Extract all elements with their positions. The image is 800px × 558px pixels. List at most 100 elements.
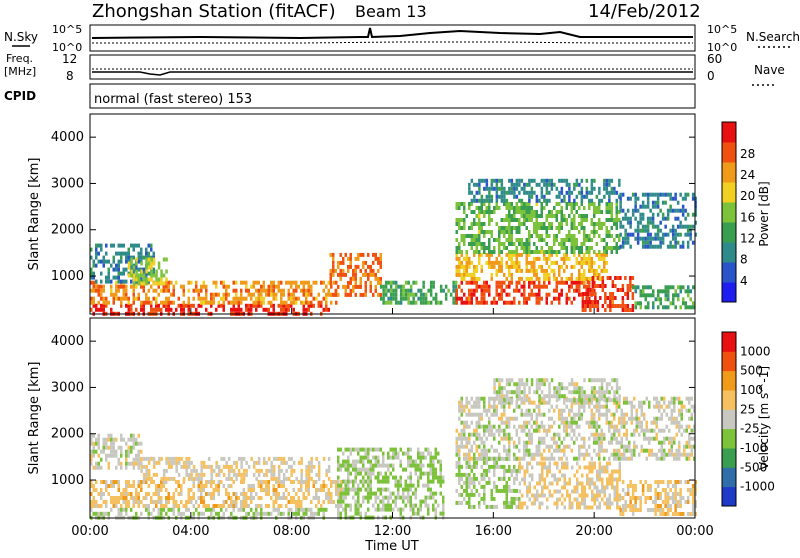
velocity-cell — [593, 433, 596, 437]
power-cell — [253, 301, 256, 305]
velocity-cell — [476, 433, 479, 437]
power-cell — [93, 281, 96, 285]
power-cell — [103, 264, 106, 268]
power-cell — [541, 191, 544, 195]
power-cell — [593, 234, 596, 238]
velocity-cell — [653, 421, 656, 425]
power-cell — [561, 289, 564, 293]
velocity-cell — [200, 488, 203, 492]
power-cell — [593, 214, 596, 218]
power-cell — [488, 191, 491, 195]
velocity-cell — [238, 473, 241, 477]
power-cell — [649, 245, 652, 249]
power-cell — [563, 253, 566, 257]
velocity-cell — [435, 500, 438, 504]
power-cell — [627, 217, 630, 221]
velocity-cell — [270, 469, 273, 473]
velocity-cell — [113, 496, 116, 500]
velocity-cell — [108, 446, 111, 450]
power-cell — [616, 214, 619, 218]
power-cell — [679, 209, 682, 213]
power-cell — [468, 265, 471, 269]
velocity-cell — [140, 488, 143, 492]
power-cell — [546, 214, 549, 218]
velocity-cell — [528, 433, 531, 437]
power-cell — [473, 281, 476, 285]
power-cell — [581, 199, 584, 203]
power-cell — [342, 261, 345, 265]
velocity-cell — [618, 405, 621, 409]
velocity-cell — [621, 453, 624, 457]
power-cell — [310, 285, 313, 289]
power-cell — [652, 293, 655, 297]
power-cell — [483, 187, 486, 191]
power-cell — [215, 293, 218, 297]
power-cell — [513, 261, 516, 265]
power-cell — [466, 269, 469, 273]
velocity-cell — [626, 397, 629, 401]
power-cell — [576, 195, 579, 199]
velocity-cell — [556, 490, 559, 494]
power-cell — [561, 206, 564, 210]
velocity-cell — [110, 434, 113, 438]
velocity-cell — [105, 484, 108, 488]
power-cell — [533, 257, 536, 261]
velocity-cell — [656, 417, 659, 421]
power-cell — [627, 284, 630, 288]
velocity-cell — [410, 504, 413, 508]
power-cell — [665, 305, 668, 309]
power-cell — [561, 187, 564, 191]
power-cell — [130, 244, 133, 248]
velocity-cell — [118, 462, 121, 466]
velocity-cell — [385, 496, 388, 500]
velocity-cell — [621, 425, 624, 429]
power-cell — [458, 273, 461, 277]
power-cell — [612, 280, 615, 284]
power-cell — [508, 242, 511, 246]
power-cell — [558, 210, 561, 214]
power-cell — [410, 301, 413, 305]
power-cell — [188, 301, 191, 305]
power-cell — [531, 281, 534, 285]
power-cell — [496, 238, 499, 242]
power-cell — [377, 293, 380, 297]
power-cell — [115, 289, 118, 293]
power-cell — [173, 289, 176, 293]
power-cell — [478, 183, 481, 187]
velocity-cell — [533, 401, 536, 405]
velocity-cell — [526, 445, 529, 449]
velocity-cell — [95, 480, 98, 484]
velocity-cell — [641, 445, 644, 449]
power-cell — [335, 289, 338, 293]
velocity-cell — [153, 473, 156, 477]
power-cell — [468, 257, 471, 261]
velocity-cell — [523, 453, 526, 457]
power-cell — [483, 301, 486, 305]
power-cell — [597, 276, 600, 280]
velocity-cell — [463, 445, 466, 449]
velocity-cell — [380, 448, 383, 452]
power-cell — [680, 305, 683, 309]
velocity-cell — [663, 401, 666, 405]
power-cell — [493, 261, 496, 265]
power-cell — [583, 230, 586, 234]
velocity-cell — [528, 441, 531, 445]
power-cell — [660, 297, 663, 301]
velocity-cell — [596, 506, 599, 510]
power-cell — [645, 297, 648, 301]
power-cell — [481, 253, 484, 257]
velocity-cell — [478, 501, 481, 505]
power-cell — [558, 179, 561, 183]
velocity-cell — [258, 469, 261, 473]
power-cell — [501, 187, 504, 191]
velocity-cell — [616, 409, 619, 413]
velocity-cell — [491, 465, 494, 469]
velocity-cell — [402, 488, 405, 492]
power-cell — [355, 277, 358, 281]
velocity-cell — [516, 445, 519, 449]
velocity-cell — [651, 449, 654, 453]
power-cell — [158, 308, 161, 312]
power-cell — [325, 297, 328, 301]
velocity-cell — [400, 480, 403, 484]
power-cell — [430, 293, 433, 297]
